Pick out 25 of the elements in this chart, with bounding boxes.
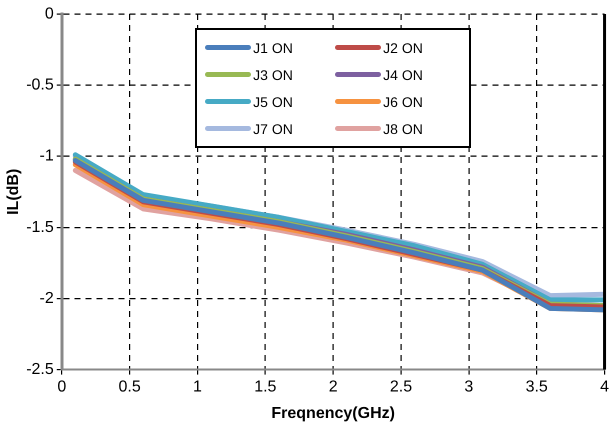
y-tick-label: -1.5	[26, 218, 54, 236]
legend-label: J8 ON	[383, 120, 423, 136]
y-tick-label: -2.5	[26, 361, 54, 378]
y-axis-title: IL(dB)	[5, 168, 22, 215]
y-tick-label: -1	[40, 148, 54, 165]
y-tick-label: 0	[44, 5, 54, 22]
x-tick-label: 2	[328, 378, 338, 396]
legend-label: J4 ON	[383, 66, 423, 82]
x-tick-label: 2.5	[390, 378, 412, 396]
x-tick-label: 3.5	[526, 378, 548, 396]
y-tick-label: -0.5	[26, 76, 54, 94]
legend-label: J6 ON	[383, 94, 423, 110]
legend-label: J7 ON	[253, 120, 293, 136]
legend-label: J3 ON	[253, 66, 293, 82]
x-tick-label: 1.5	[254, 378, 277, 396]
legend-label: J2 ON	[383, 40, 423, 56]
legend-label: J5 ON	[253, 94, 293, 110]
x-tick-label: 1	[193, 378, 202, 396]
y-tick-label: -2	[40, 290, 54, 307]
legend-label: J1 ON	[253, 40, 293, 56]
x-tick-label: 3	[464, 378, 474, 396]
x-tick-label: 4	[600, 378, 610, 396]
x-tick-label: 0.5	[118, 378, 141, 396]
x-tick-label: 0	[57, 378, 66, 396]
x-axis-title: Freqnency(GHz)	[271, 404, 395, 422]
